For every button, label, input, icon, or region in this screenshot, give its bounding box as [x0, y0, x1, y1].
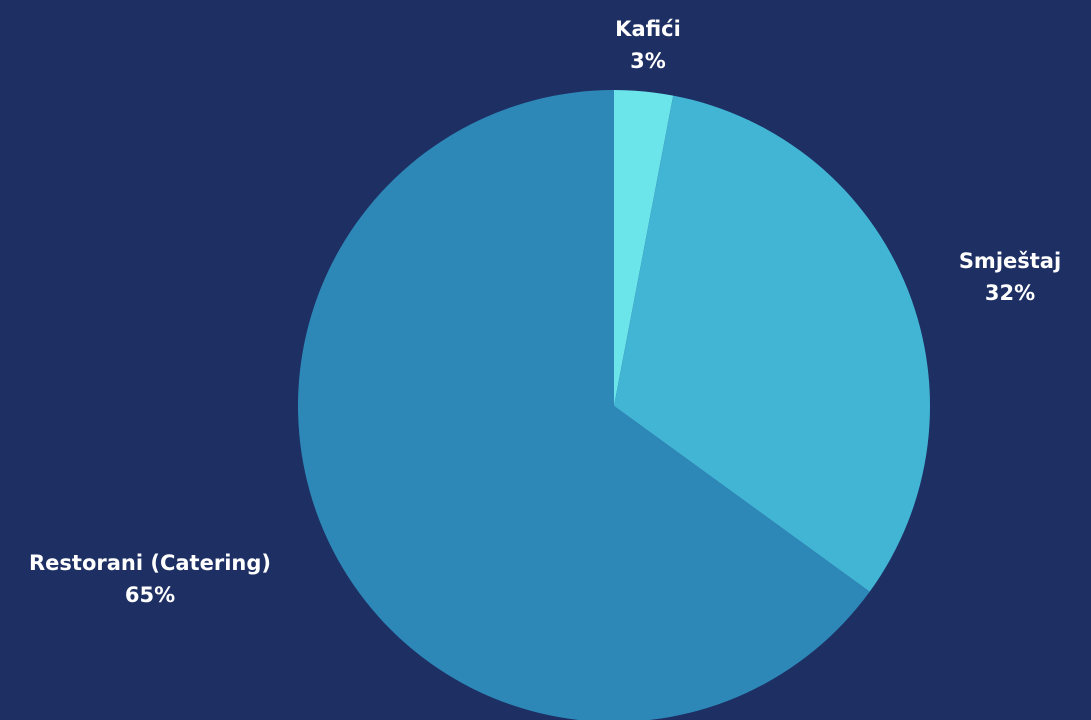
slice-label-kafici: Kafići — [615, 17, 681, 41]
pie-slice-kafici — [614, 90, 674, 406]
slice-label-smjestaj: Smještaj — [959, 249, 1061, 273]
pie-slices — [298, 90, 930, 720]
pie-labels: Kafići 3% Smještaj 32% Restorani (Catering) 6… — [29, 17, 1061, 607]
slice-value-kafici: 3% — [630, 49, 666, 73]
pie-slice-restorani-catering — [298, 90, 870, 720]
slice-value-smjestaj: 32% — [985, 281, 1035, 305]
pie-slice-smjestaj — [614, 95, 930, 592]
slice-value-restorani-catering: 65% — [125, 583, 175, 607]
slice-label-restorani-catering: Restorani (Catering) — [29, 551, 271, 575]
